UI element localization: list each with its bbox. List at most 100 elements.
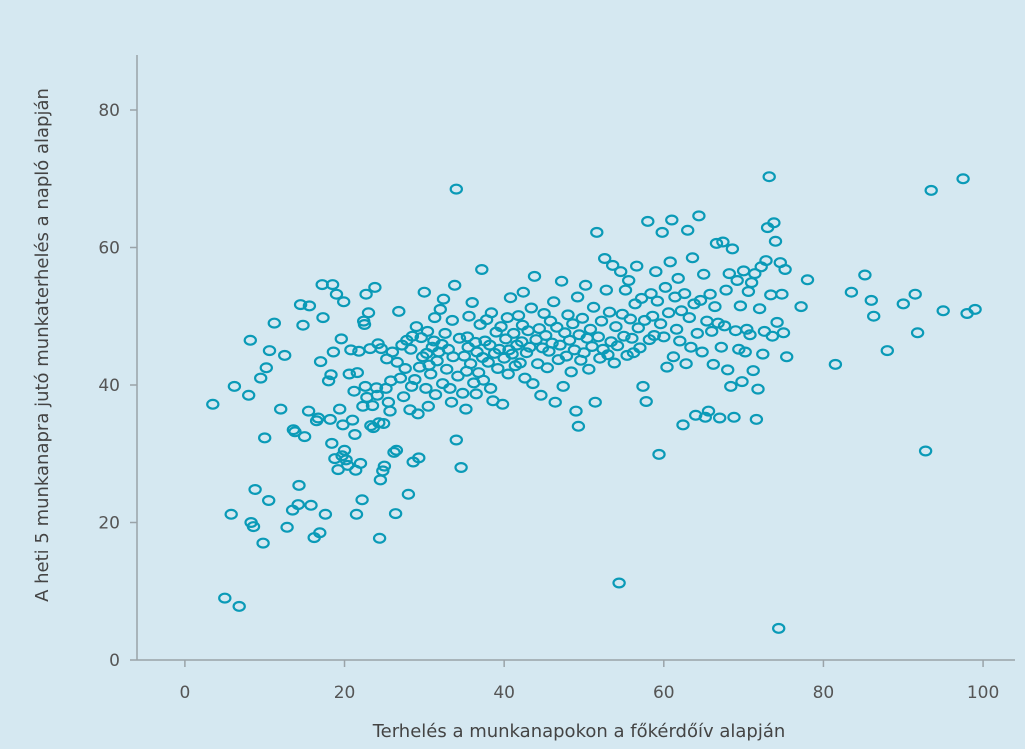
data-point: [570, 291, 585, 303]
data-point: [352, 345, 366, 357]
data-point: [444, 396, 459, 408]
data-point: [770, 316, 784, 328]
data-point: [652, 448, 666, 460]
data-point: [924, 184, 938, 196]
data-point: [232, 600, 246, 612]
data-point: [396, 391, 411, 403]
data-point: [708, 301, 722, 313]
data-point: [956, 173, 970, 185]
data-point: [633, 342, 647, 354]
data-point: [370, 389, 384, 401]
data-point: [561, 309, 575, 321]
data-point: [690, 327, 705, 339]
data-point: [728, 325, 743, 337]
data-point: [867, 310, 881, 322]
data-point: [650, 295, 665, 307]
data-point: [246, 521, 261, 533]
data-point: [569, 405, 583, 417]
data-point: [518, 372, 532, 384]
data-point: [440, 363, 454, 375]
data-point: [532, 323, 547, 335]
data-point: [590, 226, 604, 238]
data-point: [566, 318, 580, 330]
data-point: [732, 343, 746, 355]
data-point: [206, 398, 220, 410]
data-point: [706, 358, 721, 370]
data-point: [337, 444, 352, 456]
data-point: [433, 303, 447, 315]
data-point: [516, 286, 531, 298]
x-tick-label: 60: [653, 683, 675, 703]
data-point: [361, 307, 376, 319]
data-point: [398, 363, 412, 375]
data-point: [682, 312, 697, 324]
data-point: [741, 286, 756, 298]
data-point: [448, 279, 462, 291]
data-point: [649, 266, 663, 278]
data-point: [350, 367, 364, 379]
data-point: [224, 508, 238, 520]
data-point: [776, 327, 791, 339]
data-point: [968, 303, 982, 315]
data-point: [665, 214, 679, 226]
data-point: [443, 382, 457, 394]
data-point: [526, 378, 540, 390]
data-point: [647, 330, 661, 342]
data-point: [248, 484, 262, 496]
data-point: [452, 332, 467, 344]
data-point: [302, 300, 317, 312]
data-point: [743, 329, 757, 341]
data-point: [376, 465, 390, 477]
data-point: [404, 343, 418, 355]
data-point: [492, 343, 507, 355]
data-point: [438, 327, 452, 339]
data-point: [481, 356, 495, 368]
data-point: [301, 405, 316, 417]
data-point: [752, 303, 767, 315]
data-point: [693, 294, 708, 306]
data-point: [262, 495, 276, 507]
data-point: [325, 279, 340, 291]
data-point: [634, 292, 649, 304]
data-point: [880, 345, 895, 357]
data-point: [910, 327, 925, 339]
data-point: [446, 351, 460, 363]
data-point: [684, 341, 698, 353]
data-point: [523, 341, 537, 353]
data-point: [623, 313, 638, 325]
data-point: [449, 183, 463, 195]
data-point: [436, 293, 451, 305]
data-point: [695, 346, 709, 358]
data-point: [501, 368, 515, 380]
data-point: [339, 454, 353, 466]
data-point: [256, 537, 270, 549]
data-point: [376, 418, 391, 430]
data-point: [660, 361, 674, 373]
data-point: [465, 297, 479, 309]
data-point: [780, 351, 794, 363]
data-point: [709, 237, 724, 249]
data-point: [703, 288, 717, 300]
data-point: [344, 344, 358, 356]
data-point: [698, 411, 713, 423]
data-point: [588, 396, 602, 408]
data-point: [548, 396, 562, 408]
data-point: [291, 499, 305, 511]
data-point: [562, 334, 577, 346]
data-point: [599, 284, 614, 296]
data-point: [385, 346, 400, 358]
x-tick-label: 80: [813, 683, 835, 703]
data-point: [377, 460, 392, 472]
data-point: [476, 374, 491, 386]
data-point: [554, 275, 569, 287]
data-point: [639, 396, 653, 408]
data-point: [296, 319, 310, 331]
data-point: [591, 331, 606, 343]
data-point: [716, 236, 730, 248]
x-tick-label: 20: [334, 683, 356, 703]
data-point: [617, 330, 631, 342]
data-point: [655, 226, 669, 238]
data-point: [324, 369, 338, 381]
data-point: [767, 217, 781, 229]
